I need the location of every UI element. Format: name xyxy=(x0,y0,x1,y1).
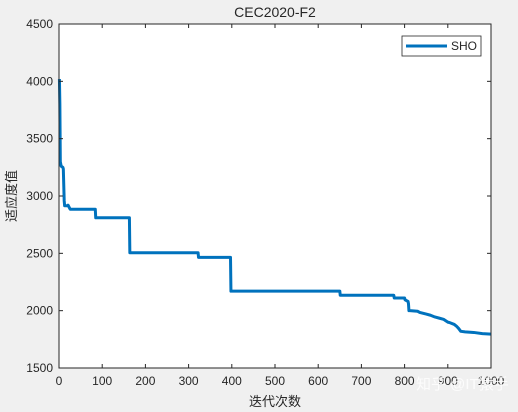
x-tick-label: 700 xyxy=(351,374,371,388)
x-tick-label: 600 xyxy=(308,374,328,388)
x-axis-label: 迭代次数 xyxy=(249,394,301,409)
legend-label: SHO xyxy=(451,39,477,53)
x-tick-label: 500 xyxy=(265,374,285,388)
x-tick-label: 100 xyxy=(92,374,112,388)
x-tick-label: 900 xyxy=(438,374,458,388)
legend: SHO xyxy=(401,35,482,57)
x-tick-label: 300 xyxy=(179,374,199,388)
y-tick-label: 3500 xyxy=(26,132,53,146)
y-tick-label: 4000 xyxy=(26,74,53,88)
x-tick-label: 800 xyxy=(395,374,415,388)
x-tick-label: 200 xyxy=(135,374,155,388)
y-tick-labels: 1500 2000 2500 3000 3500 4000 4500 xyxy=(26,17,53,375)
y-tick-label: 2500 xyxy=(26,246,53,260)
y-tick-label: 2000 xyxy=(26,304,53,318)
x-tick-label: 0 xyxy=(56,374,63,388)
watermark: 知乎 @IT猿手 xyxy=(416,376,509,393)
y-tick-label: 4500 xyxy=(26,17,53,31)
y-axis-label: 适应度值 xyxy=(4,170,19,222)
series-layer xyxy=(57,79,492,336)
x-tick-label: 1000 xyxy=(478,374,505,388)
series-line-sho xyxy=(57,79,492,336)
x-tick-label: 400 xyxy=(222,374,242,388)
y-tick-label: 3000 xyxy=(26,189,53,203)
y-tick-label: 1500 xyxy=(26,361,53,375)
chart-title: CEC2020-F2 xyxy=(234,4,316,20)
tick-marks xyxy=(58,23,492,369)
x-tick-labels: 0 100 200 300 400 500 600 700 800 900 1000 xyxy=(56,374,505,388)
plot-area xyxy=(59,24,491,368)
